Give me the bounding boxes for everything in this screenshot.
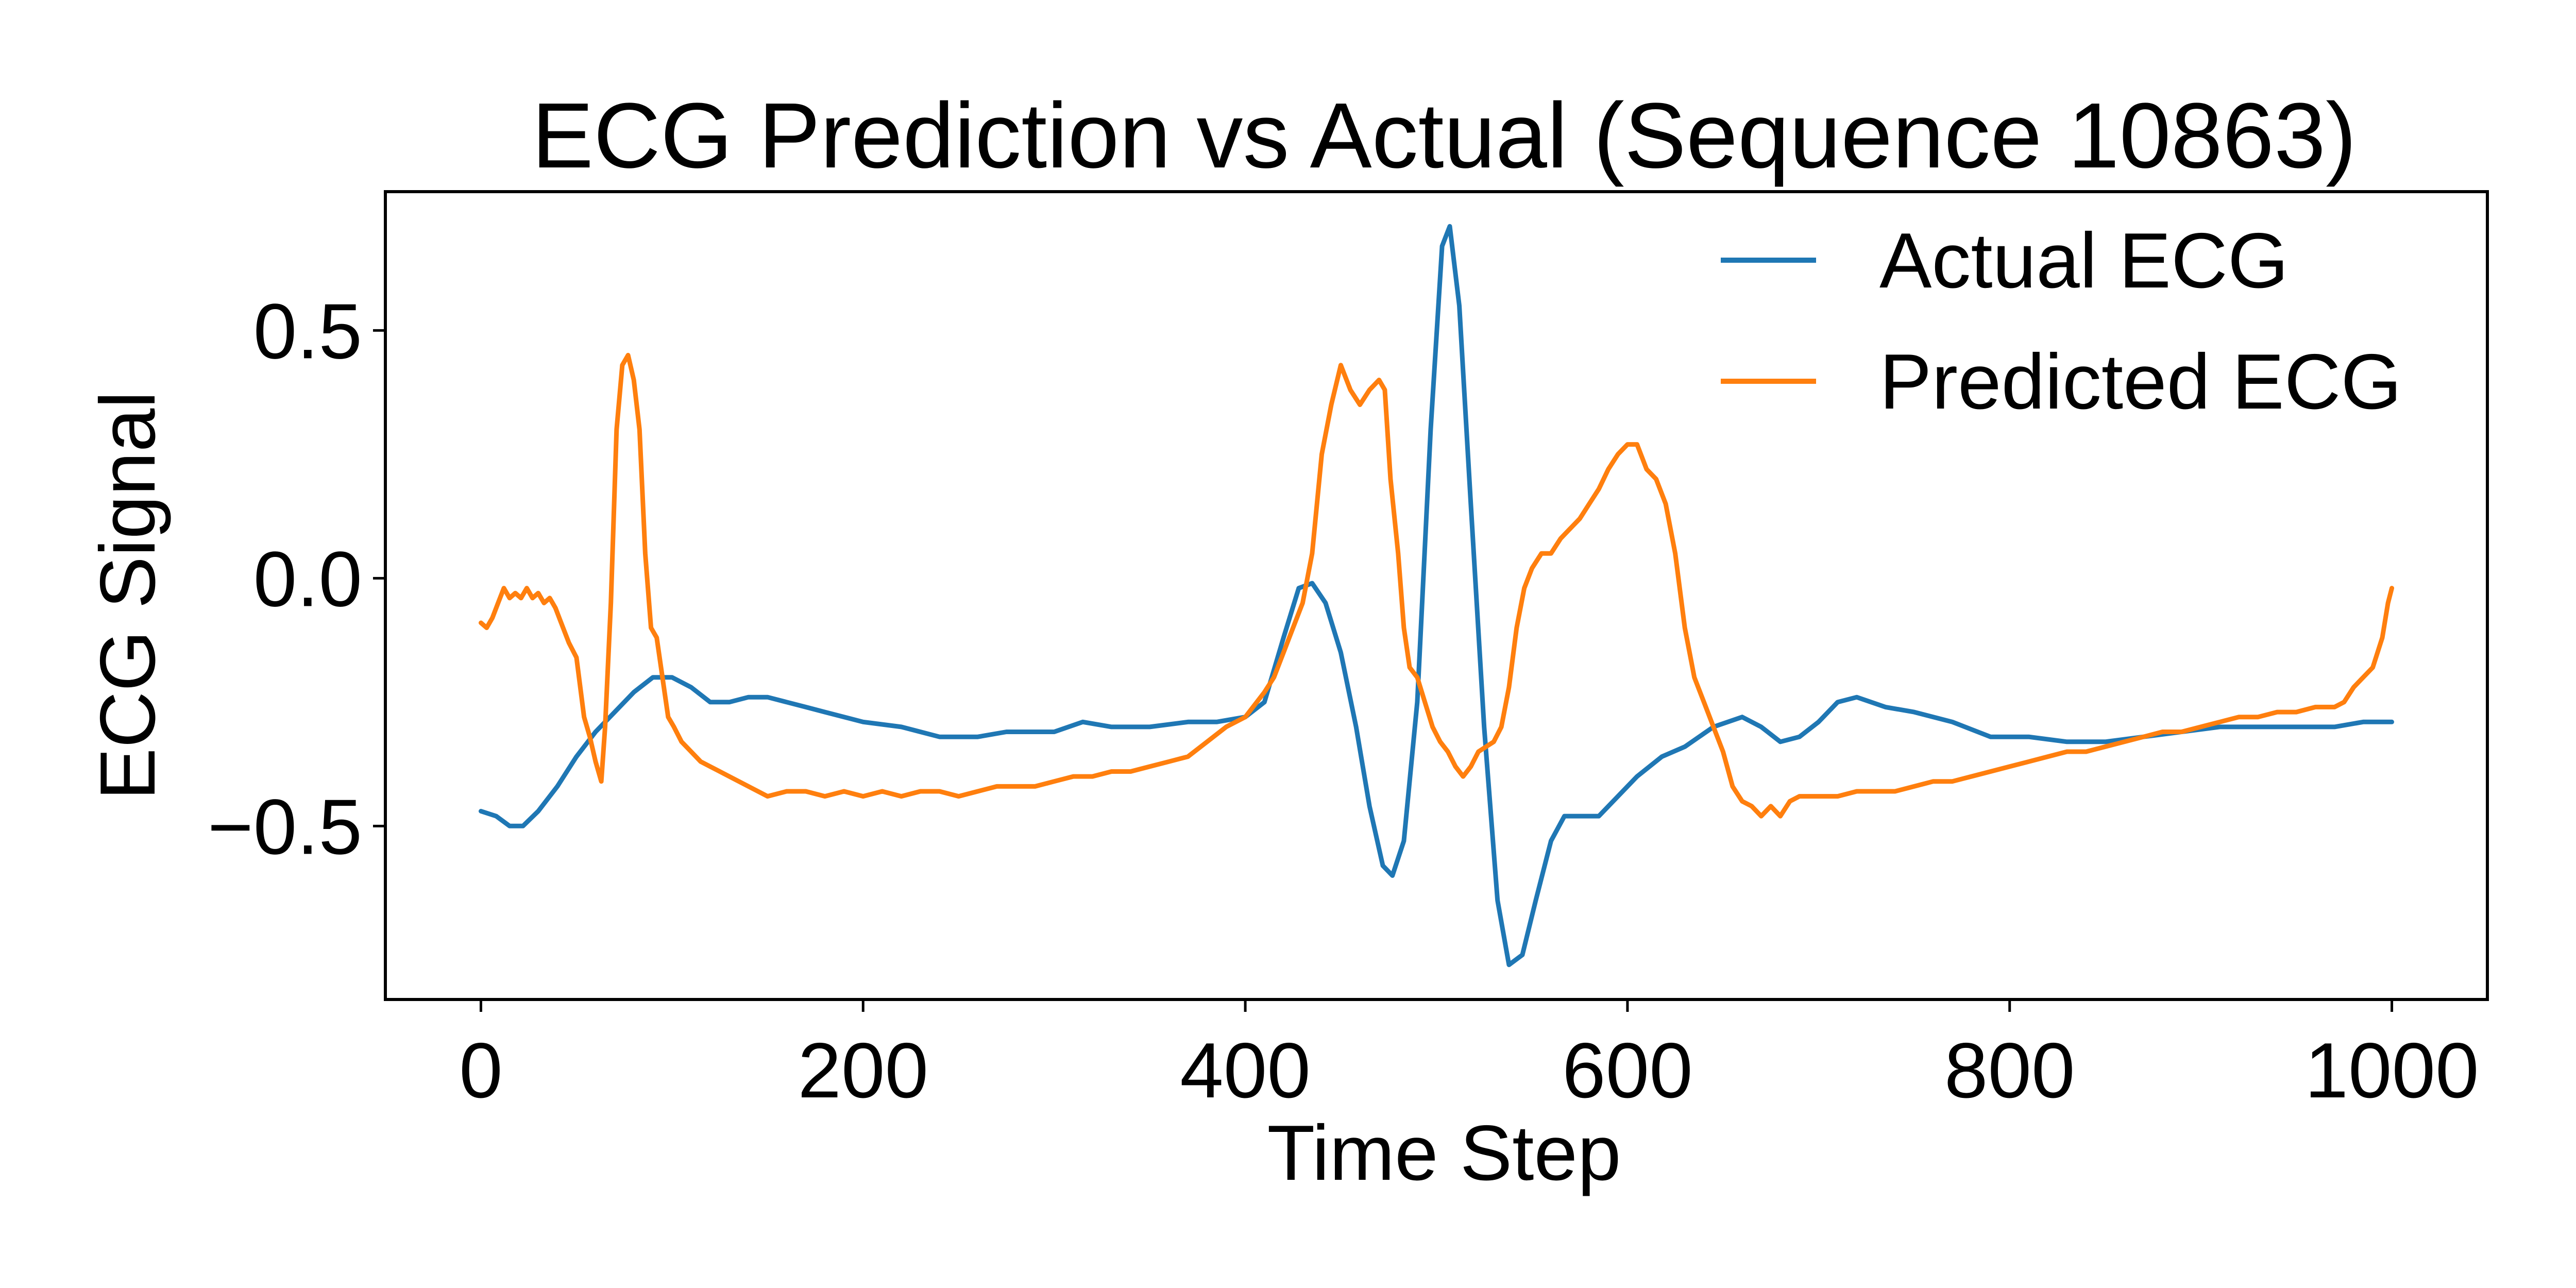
- series-line-predicted-ecg: [479, 352, 2394, 819]
- x-tick-label: 400: [1180, 1027, 1311, 1114]
- legend-label-actual-ecg: Actual ECG: [1879, 217, 2289, 304]
- x-tick-label: 800: [1944, 1027, 2075, 1114]
- x-axis-label: Time Step: [1267, 1109, 1621, 1197]
- ticks-layer: 0 200 400 600 800 1000 −0.5 0.0 0.5: [208, 287, 2479, 1114]
- y-tick-label: −0.5: [208, 783, 362, 871]
- x-tick-label: 600: [1562, 1027, 1693, 1114]
- y-axis-label: ECG Signal: [84, 391, 172, 800]
- y-tick-label: 0.0: [253, 535, 362, 623]
- legend: Actual ECG Predicted ECG: [1721, 217, 2402, 426]
- series-layer: [479, 224, 2394, 968]
- plot-area-frame: [384, 190, 2489, 1001]
- x-tick-label: 200: [798, 1027, 928, 1114]
- x-tick-label: 0: [459, 1027, 503, 1114]
- y-tick-label: 0.5: [253, 287, 362, 375]
- x-tick-label: 1000: [2304, 1027, 2479, 1114]
- series-line-actual-ecg: [479, 224, 2394, 968]
- chart-title: ECG Prediction vs Actual (Sequence 10863…: [532, 84, 2357, 188]
- legend-label-predicted-ecg: Predicted ECG: [1879, 338, 2402, 426]
